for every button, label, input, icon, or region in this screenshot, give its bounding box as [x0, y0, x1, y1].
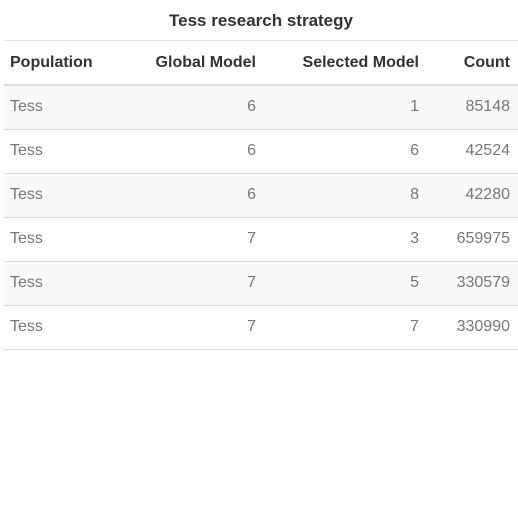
cell-population: Tess: [10, 318, 43, 335]
cell-global-model: 7: [247, 274, 256, 291]
cell-population: Tess: [10, 230, 43, 247]
column-header-global-model: Global Model: [128, 41, 264, 86]
cell-global-model: 6: [247, 186, 256, 203]
table-row: Tess 6 8 42280: [4, 173, 518, 217]
cell-global-model: 7: [247, 230, 256, 247]
cell-selected-model: 1: [410, 98, 419, 116]
cell-population: Tess: [10, 142, 43, 159]
cell-selected-model: 6: [410, 142, 419, 159]
table-header-row: Population Global Model Selected Model C…: [4, 41, 518, 86]
table-row: Tess 7 5 330579: [4, 261, 518, 305]
column-header-count: Count: [427, 41, 518, 86]
table-row: Tess 6 6 42524: [4, 129, 518, 173]
cell-global-model: 6: [247, 98, 256, 116]
column-header-population: Population: [4, 41, 128, 86]
cell-selected-model: 3: [410, 230, 419, 247]
table-row: Tess 7 3 659975: [4, 217, 518, 261]
cell-count: 330990: [456, 318, 510, 335]
cell-selected-model: 5: [410, 274, 419, 291]
cell-global-model: 7: [247, 318, 256, 335]
cell-global-model: 6: [247, 142, 256, 159]
cell-selected-model: 7: [410, 318, 419, 335]
column-header-selected-model: Selected Model: [264, 41, 427, 86]
results-table-container: Tess research strategy Population Global…: [4, 0, 518, 350]
cell-count: 85148: [465, 98, 511, 116]
cell-population: Tess: [10, 186, 43, 203]
table-row: Tess 6 1 85148: [4, 85, 518, 129]
cell-count: 330579: [456, 274, 510, 291]
cell-population: Tess: [10, 274, 43, 291]
results-table: Population Global Model Selected Model C…: [4, 41, 518, 350]
cell-count: 659975: [456, 230, 510, 247]
table-row: Tess 7 7 330990: [4, 305, 518, 349]
cell-selected-model: 8: [410, 186, 419, 203]
table-title: Tess research strategy: [4, 0, 518, 41]
cell-count: 42280: [465, 186, 511, 203]
cell-population: Tess: [10, 98, 43, 116]
cell-count: 42524: [465, 142, 511, 159]
